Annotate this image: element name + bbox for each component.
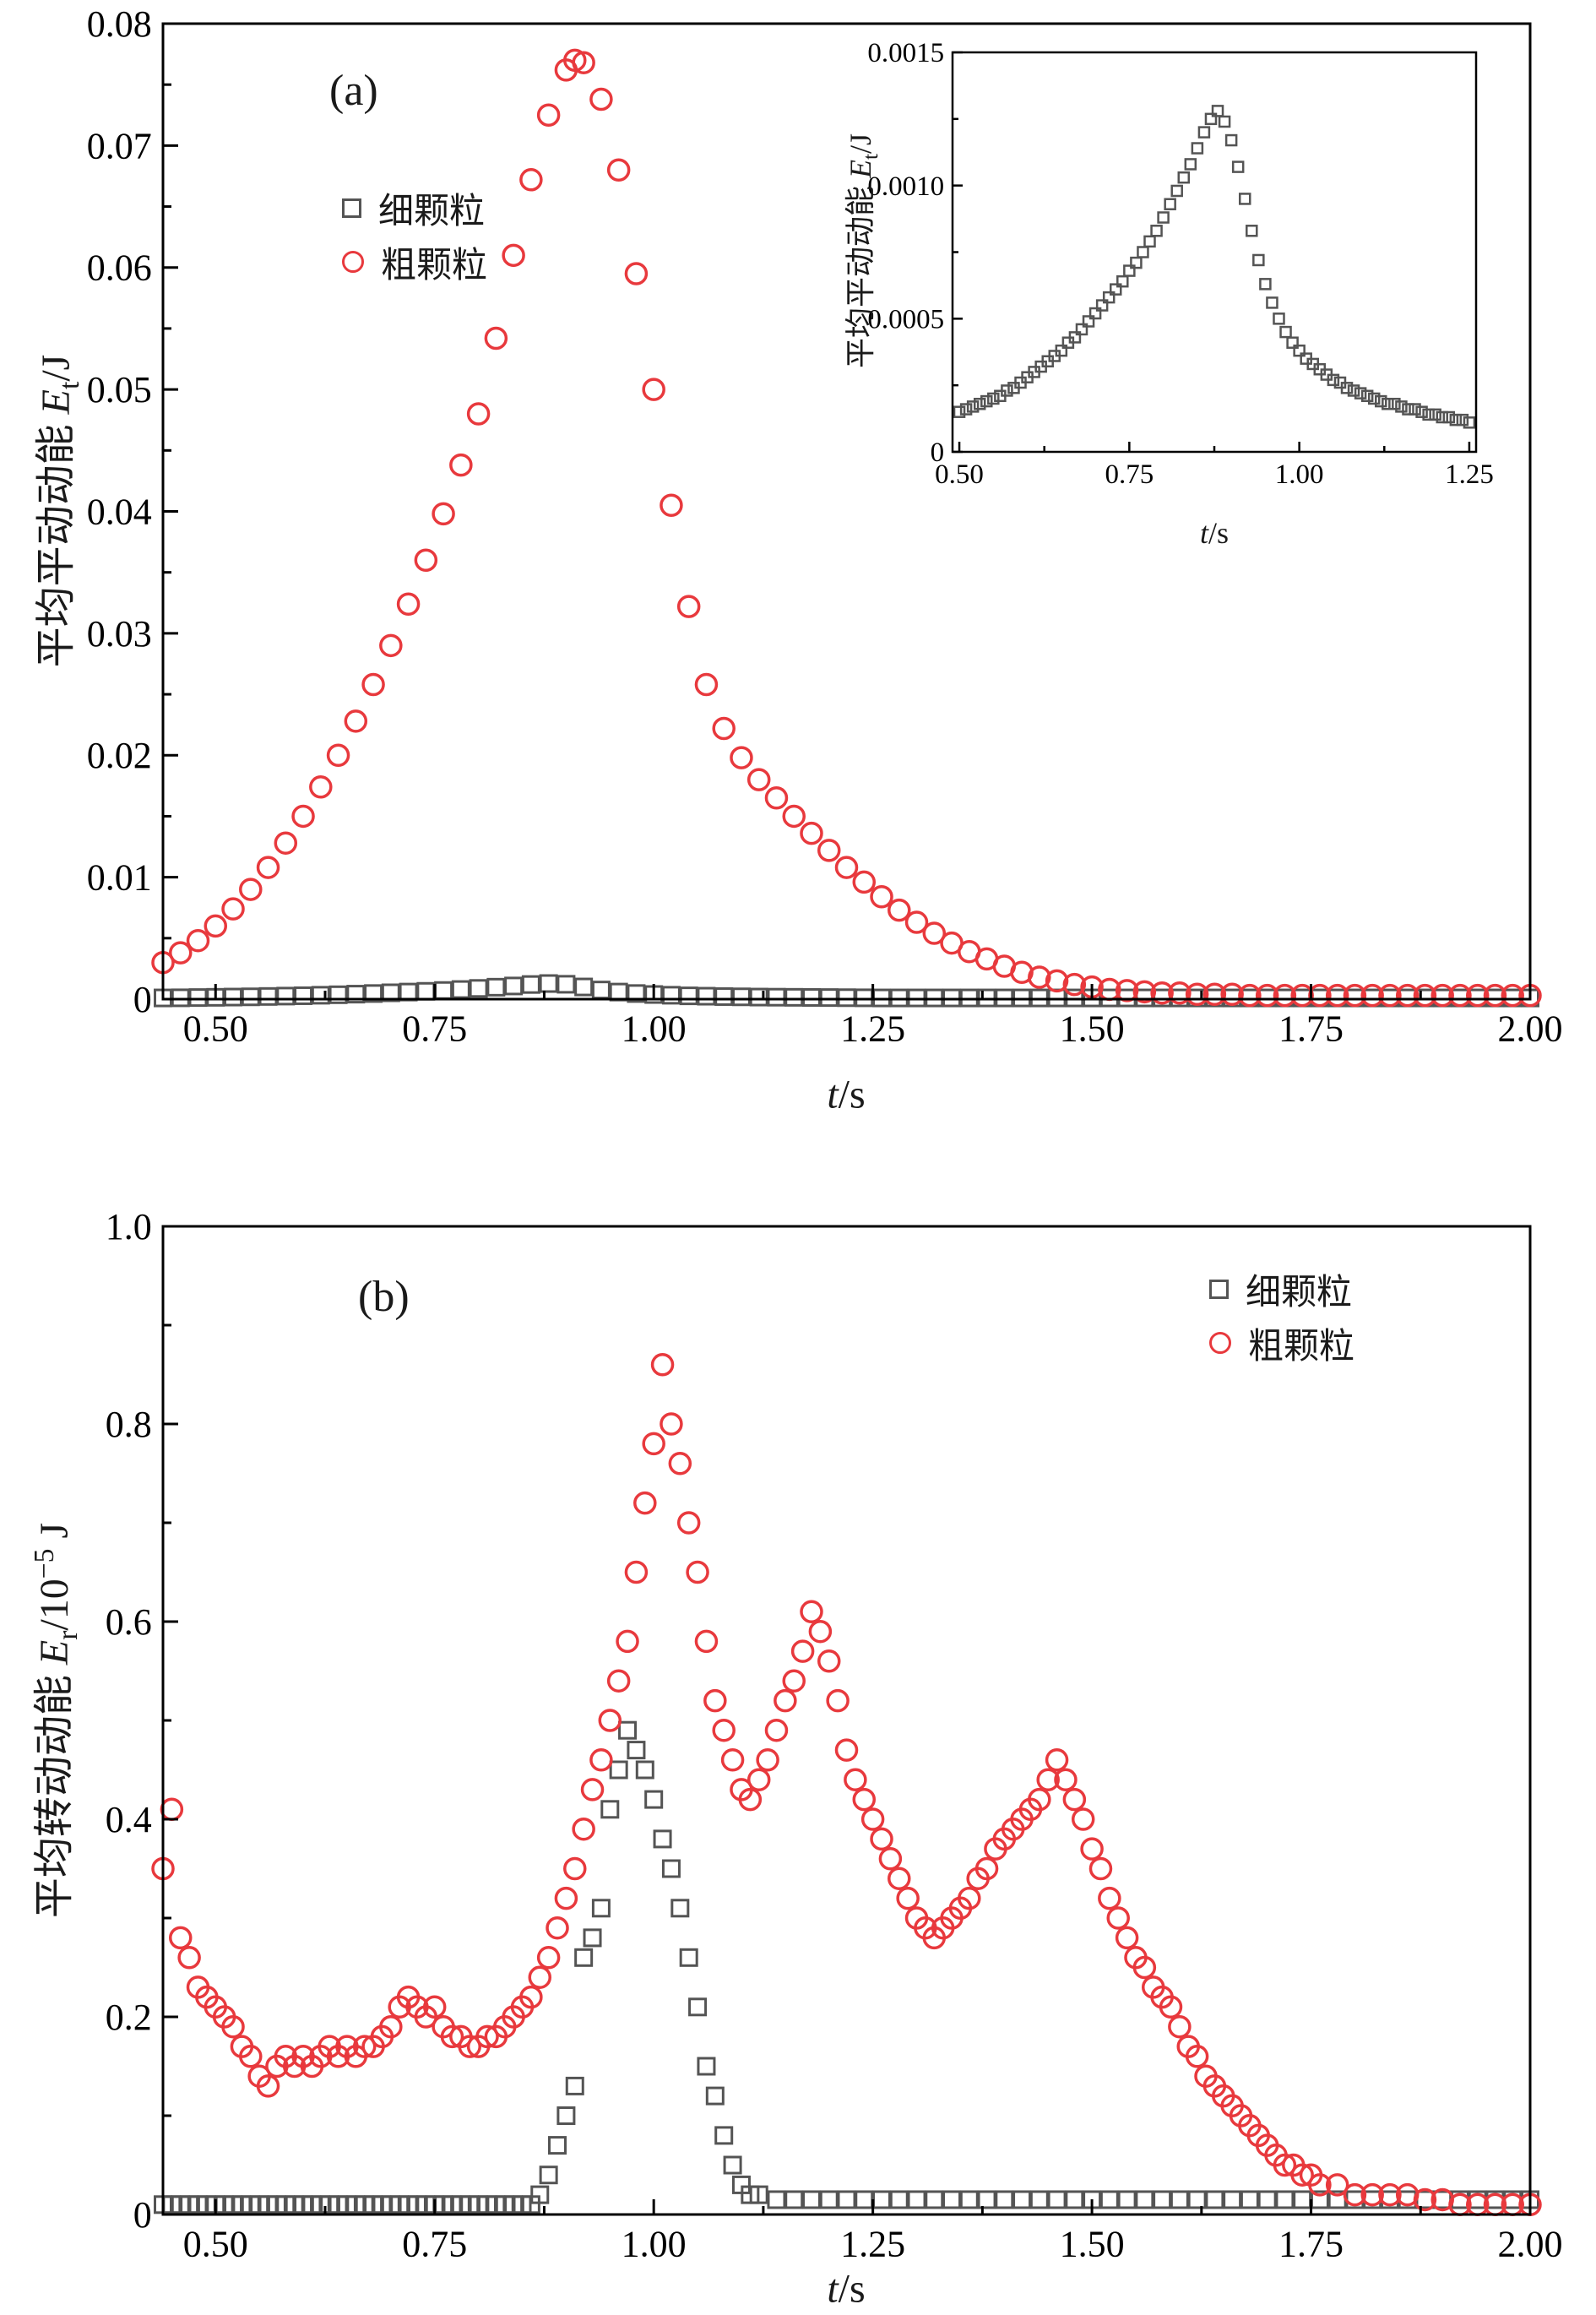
- ylabel-sub: t: [860, 154, 883, 160]
- x-tick-label: 2.00: [1498, 2223, 1563, 2264]
- chart-panel-b: 0.50 0.75 1.00 1.25 1.50 1.75 2.00 0 0.2 0.4 0.6 0.…: [106, 1206, 1563, 2264]
- series-粗颗粒: [151, 1353, 1542, 2217]
- ylabel-cn-text: 平均平动动能: [34, 414, 79, 668]
- legend-item-fine: 细颗粒: [1209, 1262, 1354, 1316]
- legend-label-coarse: 粗颗粒: [1248, 1327, 1355, 1367]
- y-tick-label: 0: [133, 979, 152, 1020]
- y-tick-label: 0.4: [106, 1799, 152, 1840]
- legend-label-fine: 细颗粒: [378, 192, 486, 231]
- x-tick-label: 2.00: [1498, 1008, 1563, 1049]
- x-tick-label: 1.25: [840, 2223, 905, 2264]
- xlabel-unit: /s: [838, 2266, 866, 2312]
- x-tick-label: 0.75: [1105, 459, 1154, 490]
- x-tick-label: 1.00: [622, 2223, 687, 2264]
- square-marker-icon: [1209, 1279, 1229, 1299]
- xlabel-unit: /s: [838, 1072, 866, 1117]
- y-tick-label: 0.0010: [867, 171, 944, 202]
- ylabel-var: E: [843, 160, 877, 178]
- x-tick-label: 1.50: [1060, 2223, 1125, 2264]
- circle-marker-icon: [342, 251, 364, 273]
- legend-label-coarse: 粗颗粒: [381, 246, 488, 285]
- x-tick-label: 1.25: [840, 1008, 905, 1049]
- inset-xlabel: t/s: [1200, 515, 1229, 551]
- y-tick-label: 0.04: [87, 491, 152, 532]
- square-marker-icon: [342, 198, 361, 218]
- x-tick-label: 0.50: [183, 2223, 248, 2264]
- ylabel-var: E: [34, 389, 79, 415]
- y-tick-label: 0.02: [87, 735, 152, 776]
- ylabel-var: E: [32, 1639, 78, 1666]
- chart-panel-a-inset: 0.50 0.75 1.00 1.25 0 0.0005 0.0010 0.0015: [867, 38, 1493, 490]
- y-tick-label: 0.05: [87, 369, 152, 410]
- y-tick-label: 0.07: [87, 125, 152, 166]
- y-tick-label: 0.08: [87, 3, 152, 45]
- panel-a-ylabel: 平均平动动能 Et/J: [22, 355, 86, 668]
- ylabel-unit: /J: [34, 354, 79, 382]
- y-tick-label: 1.0: [106, 1206, 152, 1247]
- xlabel-unit: /s: [1208, 516, 1230, 550]
- panel-a-legend: 细颗粒 粗颗粒: [342, 181, 487, 289]
- legend-item-fine: 细颗粒: [342, 181, 487, 235]
- ylabel-sup: −5: [29, 1548, 61, 1579]
- x-tick-label: 1.75: [1278, 2223, 1344, 2264]
- legend-item-coarse: 粗颗粒: [342, 235, 487, 289]
- series-粗颗粒: [151, 48, 1542, 1008]
- y-tick-label: 0: [931, 437, 945, 468]
- x-tick-label: 0.50: [183, 1008, 248, 1049]
- ylabel-unit-post: J: [32, 1522, 78, 1549]
- x-tick-label: 1.00: [1275, 459, 1324, 490]
- series-细颗粒: [953, 105, 1476, 429]
- panel-a-tag: (a): [329, 67, 378, 115]
- x-tick-label: 1.50: [1060, 1008, 1125, 1049]
- circle-marker-icon: [1209, 1332, 1231, 1354]
- y-tick-label: 0.8: [106, 1404, 152, 1445]
- legend-item-coarse: 粗颗粒: [1209, 1316, 1354, 1370]
- panel-b-legend: 细颗粒 粗颗粒: [1209, 1262, 1354, 1370]
- x-tick-label: 1.75: [1278, 1008, 1344, 1049]
- x-tick-label: 0.50: [935, 459, 984, 490]
- xlabel-var: t: [827, 2266, 839, 2312]
- ylabel-cn-text: 平均转动动能: [32, 1665, 78, 1919]
- ylabel-unit: /10: [32, 1579, 78, 1631]
- ylabel-unit: /J: [843, 133, 877, 154]
- series-细颗粒: [154, 1720, 1539, 2214]
- panel-b-xlabel: t/s: [827, 2266, 865, 2312]
- xlabel-var: t: [1199, 516, 1208, 550]
- ylabel-cn-text: 平均平动动能: [843, 178, 877, 369]
- xlabel-var: t: [827, 1072, 839, 1117]
- y-tick-label: 0.0005: [867, 305, 944, 335]
- y-tick-label: 0.01: [87, 857, 152, 899]
- x-tick-label: 1.00: [622, 1008, 687, 1049]
- inset-ylabel: 平均平动动能 Et/J: [836, 133, 883, 368]
- x-tick-label: 0.75: [402, 1008, 467, 1049]
- y-tick-label: 0.06: [87, 247, 152, 289]
- x-tick-label: 1.25: [1445, 459, 1494, 490]
- panel-b-tag: (b): [358, 1273, 410, 1321]
- y-tick-label: 0: [133, 2194, 152, 2236]
- y-tick-label: 0.03: [87, 613, 152, 655]
- x-tick-label: 0.75: [402, 2223, 467, 2264]
- panel-a-xlabel: t/s: [827, 1072, 865, 1118]
- plot-frame: [161, 1225, 1532, 2216]
- ylabel-sub: t: [53, 381, 85, 390]
- ylabel-sub: r: [52, 1630, 84, 1640]
- legend-label-fine: 细颗粒: [1246, 1273, 1353, 1312]
- y-tick-label: 0.2: [106, 1997, 152, 2038]
- y-tick-label: 0.0015: [867, 38, 944, 68]
- panel-b-ylabel: 平均转动动能 Er/10−5 J: [20, 1523, 84, 1918]
- y-tick-label: 0.6: [106, 1601, 152, 1643]
- chart-panel-a: 0.50 0.75 1.00 1.25 1.50 1.75 2.00 0 0.01 0.02 0.0…: [87, 3, 1563, 1049]
